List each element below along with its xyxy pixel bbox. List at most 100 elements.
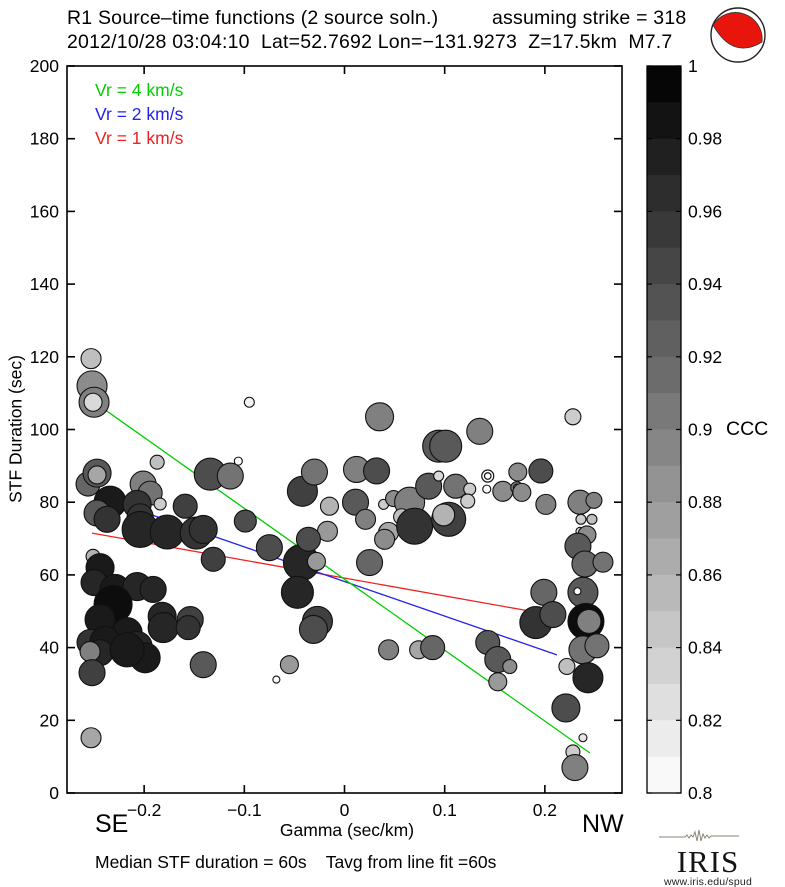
data-point — [535, 493, 557, 515]
colorbar-tick-label: 0.82 — [688, 710, 722, 730]
colorbar-segment — [647, 211, 681, 249]
data-point — [551, 693, 581, 723]
data-point — [188, 514, 218, 545]
iris-logo-url: www.iris.edu/spud — [663, 876, 753, 887]
colorbar-tick-label: 0.94 — [688, 274, 722, 294]
trend-line-2 — [101, 407, 591, 754]
data-point — [355, 548, 384, 577]
data-point — [573, 587, 582, 596]
data-point — [319, 496, 340, 516]
data-point — [433, 470, 445, 482]
data-point — [564, 408, 582, 426]
data-point — [488, 672, 508, 692]
data-point — [378, 639, 400, 661]
data-point — [432, 503, 456, 527]
data-point — [374, 528, 396, 550]
colorbar-tick-label: 0.86 — [688, 565, 722, 585]
data-point — [508, 462, 528, 482]
data-point — [172, 493, 198, 519]
data-point — [576, 608, 602, 634]
chart-title: R1 Source–time functions (2 source soln.… — [67, 7, 439, 29]
data-point — [80, 348, 102, 370]
data-point — [189, 651, 217, 679]
corner-label-se: SE — [95, 810, 129, 838]
legend-item-0: Vr = 4 km/s — [95, 80, 184, 100]
y-tick-label: 80 — [40, 492, 60, 512]
colorbar-segment — [647, 102, 681, 140]
colorbar-label: CCC — [726, 418, 769, 440]
data-point — [341, 488, 370, 516]
data-point — [280, 575, 314, 609]
data-point — [396, 507, 434, 545]
x-tick-label: −0.1 — [227, 800, 262, 820]
data-point — [482, 484, 492, 494]
data-point — [149, 514, 185, 550]
data-point — [363, 457, 391, 485]
data-point — [272, 675, 281, 684]
data-point — [460, 493, 476, 509]
x-tick-label: 0.1 — [433, 800, 457, 820]
corner-label-nw: NW — [582, 810, 624, 838]
colorbar-tick-label: 0.84 — [688, 638, 722, 658]
y-tick-label: 140 — [30, 274, 59, 294]
data-point — [149, 454, 165, 470]
data-point — [300, 458, 328, 486]
data-point — [567, 576, 599, 608]
data-point — [558, 657, 576, 676]
data-point — [575, 513, 587, 525]
data-point — [492, 480, 514, 502]
legend-item-1: Vr = 2 km/s — [95, 104, 184, 124]
data-point — [139, 575, 167, 603]
data-point — [592, 551, 614, 573]
colorbar-segment — [647, 683, 681, 721]
data-point — [528, 458, 554, 484]
colorbar-segment — [647, 356, 681, 394]
data-point — [243, 396, 255, 408]
iris-logo: IRIS www.iris.edu/spud — [652, 829, 764, 887]
assumed-strike-label: assuming strike = 318 — [492, 7, 687, 29]
legend: Vr = 4 km/s Vr = 2 km/s Vr = 1 km/s — [95, 78, 183, 150]
colorbar-tick-label: 0.96 — [688, 201, 722, 221]
y-tick-label: 100 — [30, 420, 59, 440]
data-point — [306, 551, 326, 572]
colorbar-tick-label: 0.92 — [688, 347, 722, 367]
data-point — [87, 465, 107, 485]
colorbar-segment — [647, 756, 681, 794]
y-tick-label: 60 — [40, 565, 60, 585]
colorbar-segment — [647, 320, 681, 358]
data-point — [255, 534, 283, 562]
data-point — [463, 482, 477, 496]
data-point — [175, 615, 201, 641]
focal-mechanism-beachball-icon — [710, 7, 766, 63]
colorbar-segment — [647, 247, 681, 285]
x-axis-label: Gamma (sec/km) — [279, 820, 415, 840]
colorbar-segment — [647, 647, 681, 685]
data-point — [83, 392, 103, 412]
y-tick-label: 120 — [30, 347, 59, 367]
data-point — [586, 513, 598, 525]
data-point — [502, 658, 518, 675]
colorbar-segment — [647, 502, 681, 540]
colorbar-segment — [647, 465, 681, 503]
colorbar-tick-label: 1 — [688, 56, 698, 76]
colorbar-segment — [647, 66, 681, 103]
data-point — [279, 655, 299, 675]
colorbar-segment — [647, 138, 681, 176]
data-point — [93, 505, 121, 533]
data-point — [420, 635, 446, 661]
data-point — [233, 509, 257, 533]
y-tick-label: 160 — [30, 201, 59, 221]
data-point — [295, 526, 321, 552]
colorbar-segment — [647, 393, 681, 430]
y-tick-label: 180 — [30, 129, 59, 149]
colorbar-tick-label: 0.98 — [688, 129, 722, 149]
data-point — [429, 429, 463, 463]
data-point — [78, 659, 106, 687]
data-point — [512, 482, 532, 502]
y-tick-label: 0 — [49, 783, 59, 803]
data-point — [483, 472, 492, 480]
data-point — [216, 462, 244, 490]
data-point — [365, 402, 395, 432]
